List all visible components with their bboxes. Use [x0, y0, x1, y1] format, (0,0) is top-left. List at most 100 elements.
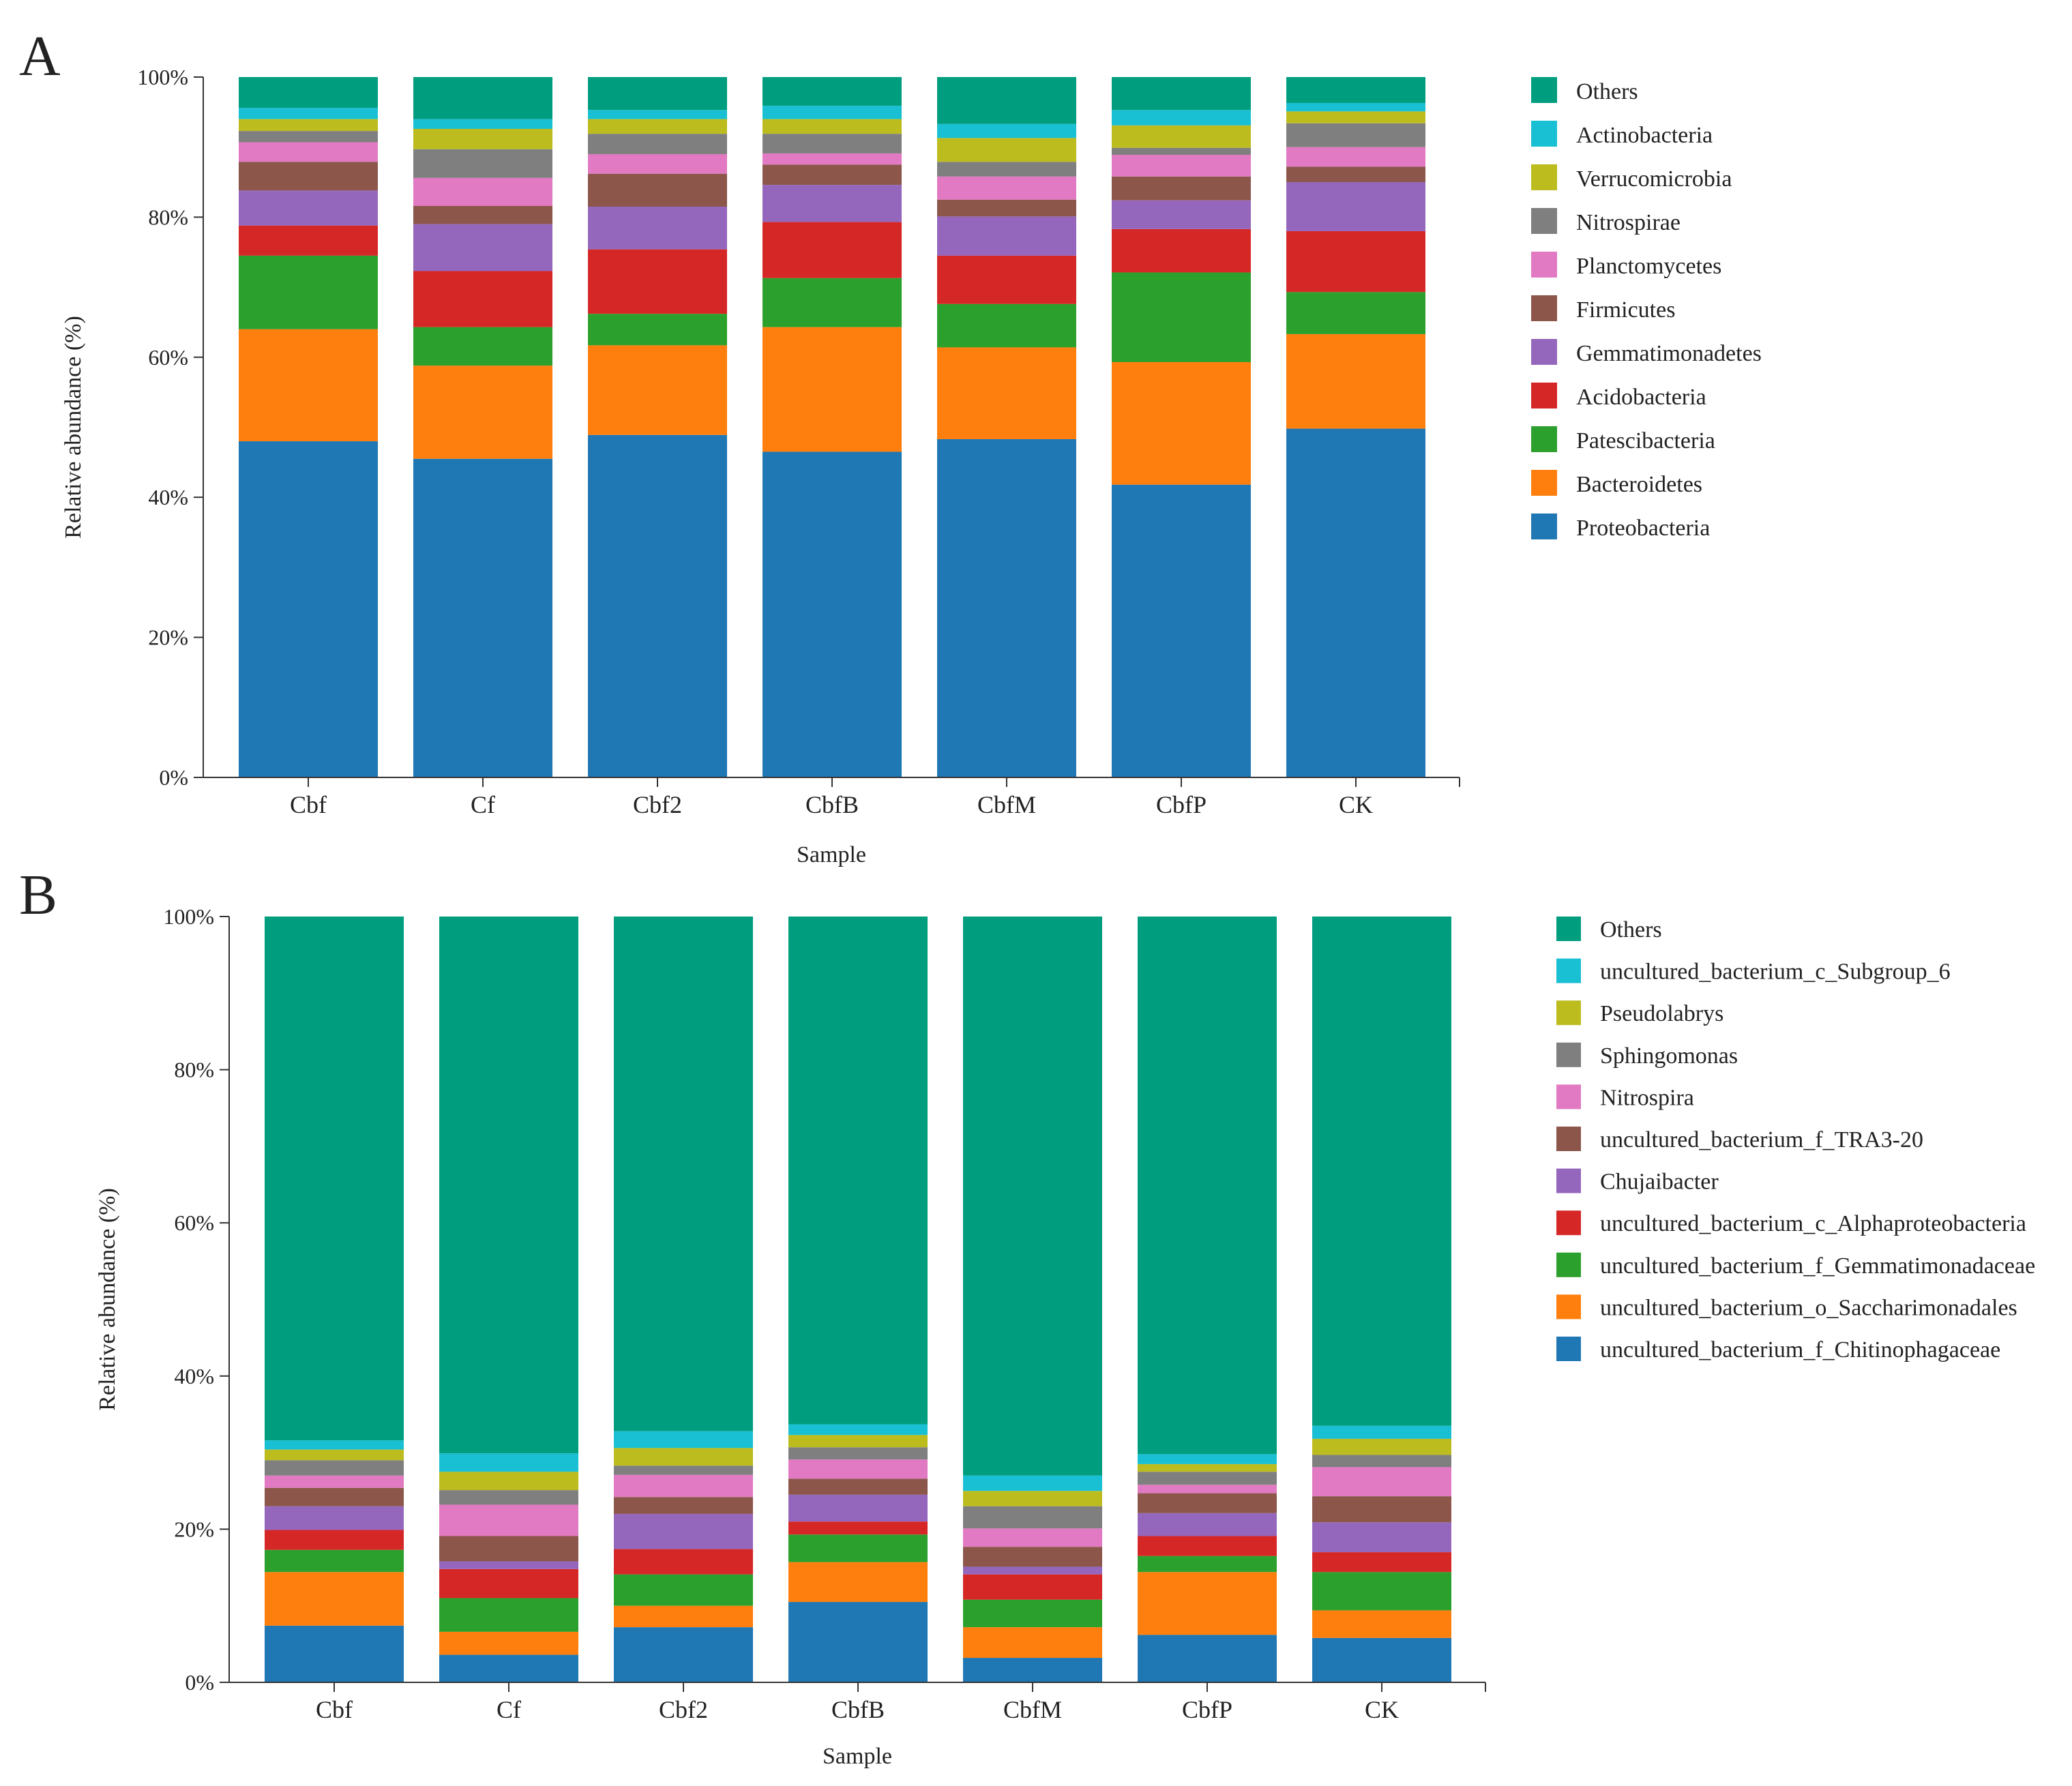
- bar-segment-cf-uncultured-bacterium-o-saccharimonadales: [439, 1631, 578, 1655]
- bar-segment-cbfp-others: [1112, 77, 1251, 110]
- bar-segment-ck-gemmatimonadetes: [1286, 182, 1425, 231]
- bar-segment-cf-actinobacteria: [413, 119, 552, 129]
- bar-segment-cf-proteobacteria: [413, 458, 552, 777]
- x-tick-label-cbf2: Cbf2: [633, 791, 682, 818]
- x-tick-label-cbfp: CbfP: [1156, 791, 1207, 818]
- bar-segment-cbf-patescibacteria: [239, 255, 378, 329]
- bar-segment-cbfp-nitrospirae: [1112, 147, 1251, 155]
- bar-segment-cbfm-uncultured-bacterium-f-gemmatimonadaceae: [963, 1599, 1102, 1628]
- panel-letter-b: B: [19, 863, 57, 927]
- legend-label-others: Others: [1600, 917, 1662, 942]
- bar-segment-cbfm-uncultured-bacterium-c-subgroup-6: [963, 1475, 1102, 1491]
- bar-segment-cbf2-verrucomicrobia: [588, 119, 727, 134]
- y-tick-label: 0%: [185, 1670, 214, 1695]
- legend-label-uncultured-bacterium-c-subgroup-6: uncultured_bacterium_c_Subgroup_6: [1600, 959, 1951, 985]
- bar-segment-ck-uncultured-bacterium-o-saccharimonadales: [1312, 1610, 1451, 1638]
- bar-segment-ck-acidobacteria: [1286, 230, 1425, 293]
- bar-segment-cbf-nitrospira: [265, 1475, 404, 1488]
- legend-label-uncultured-bacterium-f-chitinophagaceae: uncultured_bacterium_f_Chitinophagaceae: [1600, 1337, 2000, 1363]
- chart-a-xlabel: Sample: [797, 842, 866, 867]
- bar-segment-cbfb-uncultured-bacterium-c-subgroup-6: [788, 1424, 928, 1435]
- legend-swatch-nitrospira: [1556, 1084, 1581, 1110]
- bar-segment-cbfp-sphingomonas: [1138, 1472, 1277, 1485]
- bar-segment-cbf-gemmatimonadetes: [239, 190, 378, 226]
- bar-segment-ck-patescibacteria: [1286, 292, 1425, 334]
- bar-segment-cbfb-others: [788, 917, 928, 1425]
- bar-segment-cbfm-gemmatimonadetes: [937, 216, 1076, 256]
- bar-segment-cbf2-chujaibacter: [614, 1513, 753, 1549]
- bar-segment-cbfp-actinobacteria: [1112, 110, 1251, 125]
- legend-label-verrucomicrobia: Verrucomicrobia: [1576, 166, 1732, 192]
- bar-segment-ck-bacteroidetes: [1286, 333, 1425, 429]
- legend-label-planctomycetes: Planctomycetes: [1576, 254, 1721, 279]
- bar-segment-cbf-uncultured-bacterium-c-alphaproteobacteria: [265, 1530, 404, 1550]
- bar-segment-cbf2-uncultured-bacterium-o-saccharimonadales: [614, 1605, 753, 1628]
- bar-segment-cbfm-proteobacteria: [937, 438, 1076, 777]
- bar-segment-cbfb-patescibacteria: [763, 278, 902, 327]
- legend-swatch-pseudolabrys: [1556, 1000, 1581, 1026]
- bar-segment-cbfp-nitrospira: [1138, 1485, 1277, 1493]
- bar-segment-cf-patescibacteria: [413, 327, 552, 366]
- bar-segment-cbfm-chujaibacter: [963, 1566, 1102, 1575]
- bar-segment-cf-planctomycetes: [413, 177, 552, 206]
- bar-segment-cbfb-pseudolabrys: [788, 1435, 928, 1448]
- bar-segment-cbfb-uncultured-bacterium-c-alphaproteobacteria: [788, 1521, 928, 1535]
- bar-segment-cbfp-chujaibacter: [1138, 1513, 1277, 1536]
- bar-segment-cbf-uncultured-bacterium-c-subgroup-6: [265, 1440, 404, 1450]
- legend-swatch-actinobacteria: [1531, 121, 1557, 147]
- legend-swatch-uncultured-bacterium-o-saccharimonadales: [1556, 1294, 1581, 1320]
- legend-label-bacteroidetes: Bacteroidetes: [1576, 472, 1702, 497]
- bar-segment-ck-actinobacteria: [1286, 102, 1425, 112]
- chart-b-axes: 0% 20% 40% 60% 80% 100% Cbf Cf Cbf2 CbfB CbfM CbfP C…: [163, 904, 1486, 1723]
- bar-segment-cbf-pseudolabrys: [265, 1449, 404, 1461]
- bar-segment-cbfp-proteobacteria: [1112, 484, 1251, 777]
- bar-segment-cbf-actinobacteria: [239, 108, 378, 119]
- legend-label-sphingomonas: Sphingomonas: [1600, 1043, 1738, 1069]
- chart-a-bars: [239, 77, 1425, 777]
- bar-segment-cf-nitrospirae: [413, 149, 552, 178]
- bar-segment-cbf2-uncultured-bacterium-f-tra3-20: [614, 1497, 753, 1514]
- bar-segment-cbf2-firmicutes: [588, 173, 727, 207]
- bar-segment-ck-uncultured-bacterium-c-alphaproteobacteria: [1312, 1552, 1451, 1573]
- legend-swatch-chujaibacter: [1556, 1168, 1581, 1193]
- bar-segment-cbfp-uncultured-bacterium-f-chitinophagaceae: [1138, 1635, 1277, 1682]
- chart-b-ylabel: Relative abundance (%): [95, 1188, 120, 1411]
- legend-label-acidobacteria: Acidobacteria: [1576, 385, 1706, 410]
- bar-segment-ck-verrucomicrobia: [1286, 111, 1425, 123]
- legend-swatch-patescibacteria: [1531, 426, 1557, 452]
- bar-segment-cf-others: [413, 77, 552, 119]
- bar-segment-cbfp-planctomycetes: [1112, 154, 1251, 177]
- bar-segment-cbf2-uncultured-bacterium-c-alphaproteobacteria: [614, 1549, 753, 1575]
- bar-segment-cbf-chujaibacter: [265, 1506, 404, 1530]
- bar-segment-cbf-uncultured-bacterium-f-tra3-20: [265, 1487, 404, 1506]
- bar-segment-ck-proteobacteria: [1286, 428, 1425, 777]
- bar-segment-cbf-verrucomicrobia: [239, 119, 378, 132]
- bar-segment-cbfp-verrucomicrobia: [1112, 125, 1251, 148]
- bar-segment-ck-uncultured-bacterium-f-chitinophagaceae: [1312, 1637, 1451, 1682]
- legend-label-others: Others: [1576, 79, 1638, 104]
- x-tick-label-cbfb: CbfB: [831, 1696, 885, 1723]
- bar-segment-cbfm-uncultured-bacterium-f-tra3-20: [963, 1547, 1102, 1567]
- chart-b-legend: Others uncultured_bacterium_c_Subgroup_6 P…: [1556, 917, 2035, 1363]
- bar-segment-cbf2-sphingomonas: [614, 1465, 753, 1475]
- panel-letter-a: A: [19, 25, 61, 88]
- bar-segment-cbf-uncultured-bacterium-f-gemmatimonadaceae: [265, 1549, 404, 1573]
- bar-segment-ck-uncultured-bacterium-f-gemmatimonadaceae: [1312, 1572, 1451, 1611]
- legend-swatch-sphingomonas: [1556, 1042, 1581, 1067]
- bar-segment-cbfm-verrucomicrobia: [937, 138, 1076, 162]
- bar-segment-cf-verrucomicrobia: [413, 128, 552, 149]
- legend-label-gemmatimonadetes: Gemmatimonadetes: [1576, 341, 1762, 366]
- bar-segment-cbfb-uncultured-bacterium-o-saccharimonadales: [788, 1562, 928, 1603]
- bar-segment-cbfm-uncultured-bacterium-o-saccharimonadales: [963, 1627, 1102, 1658]
- bar-segment-cbfm-firmicutes: [937, 199, 1076, 217]
- bar-segment-cbf2-nitrospira: [614, 1474, 753, 1498]
- bar-segment-cf-bacteroidetes: [413, 366, 552, 459]
- legend-swatch-uncultured-bacterium-c-subgroup-6: [1556, 958, 1581, 983]
- bar-segment-cbfp-firmicutes: [1112, 176, 1251, 200]
- bar-segment-cbfm-uncultured-bacterium-c-alphaproteobacteria: [963, 1574, 1102, 1600]
- bar-segment-cf-pseudolabrys: [439, 1472, 578, 1491]
- bar-segment-cbfb-uncultured-bacterium-f-tra3-20: [788, 1478, 928, 1495]
- x-tick-label-cbf: Cbf: [290, 791, 327, 818]
- bar-segment-cf-firmicutes: [413, 205, 552, 224]
- bar-segment-cbf2-others: [588, 77, 727, 110]
